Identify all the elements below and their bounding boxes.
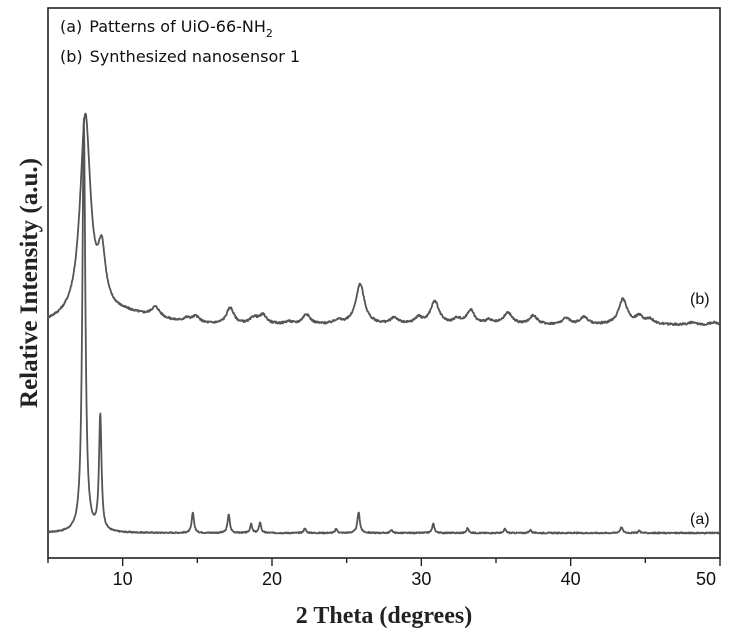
- plot-frame: [47, 7, 721, 559]
- legend: (a) Patterns of UiO-66-NH2 (b) Synthesized…: [60, 17, 300, 66]
- x-tick-label-40: 40: [561, 569, 581, 589]
- series-b-label: (b): [690, 291, 710, 308]
- x-axis-title: 2 Theta (degrees): [296, 603, 472, 629]
- x-axis-ticks: 10 20 30 40 50: [47, 558, 721, 589]
- x-tick-label-30: 30: [411, 569, 431, 589]
- series-a-label: (a): [690, 511, 710, 528]
- x-tick-label-10: 10: [113, 569, 133, 589]
- legend-entry-a: (a) Patterns of UiO-66-NH2: [60, 17, 273, 40]
- x-tick-label-50: 50: [696, 569, 716, 589]
- series-a-line: [47, 117, 721, 535]
- legend-entry-b: (b) Synthesized nanosensor 1: [60, 47, 300, 66]
- y-axis-title: Relative Intensity (a.u.): [16, 158, 43, 408]
- x-tick-label-20: 20: [262, 569, 282, 589]
- series-b-line: [47, 112, 721, 327]
